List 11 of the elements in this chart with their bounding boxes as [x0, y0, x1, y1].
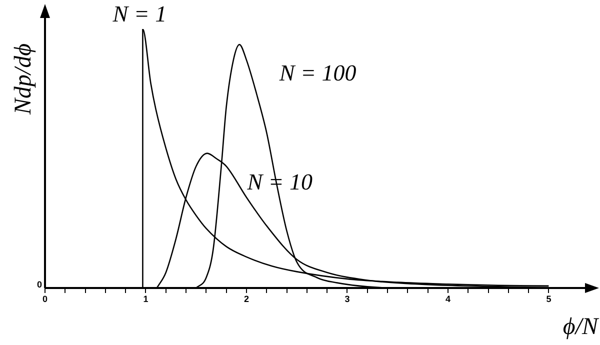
series-label: N = 100 [278, 60, 357, 86]
x-tick-label: 3 [344, 294, 350, 304]
x-tick-label: 0 [42, 294, 48, 304]
x-tick-label: 5 [546, 294, 552, 304]
x-tick-label: 4 [445, 294, 450, 304]
x-tick-label: 2 [244, 294, 249, 304]
x-tick-label: 1 [143, 294, 148, 304]
x-axis-title: ϕ/N [562, 314, 600, 340]
series-label: N = 1 [112, 2, 167, 27]
text: 0 [36, 279, 42, 290]
y-axis-title: Ndp/dϕ [10, 43, 36, 116]
